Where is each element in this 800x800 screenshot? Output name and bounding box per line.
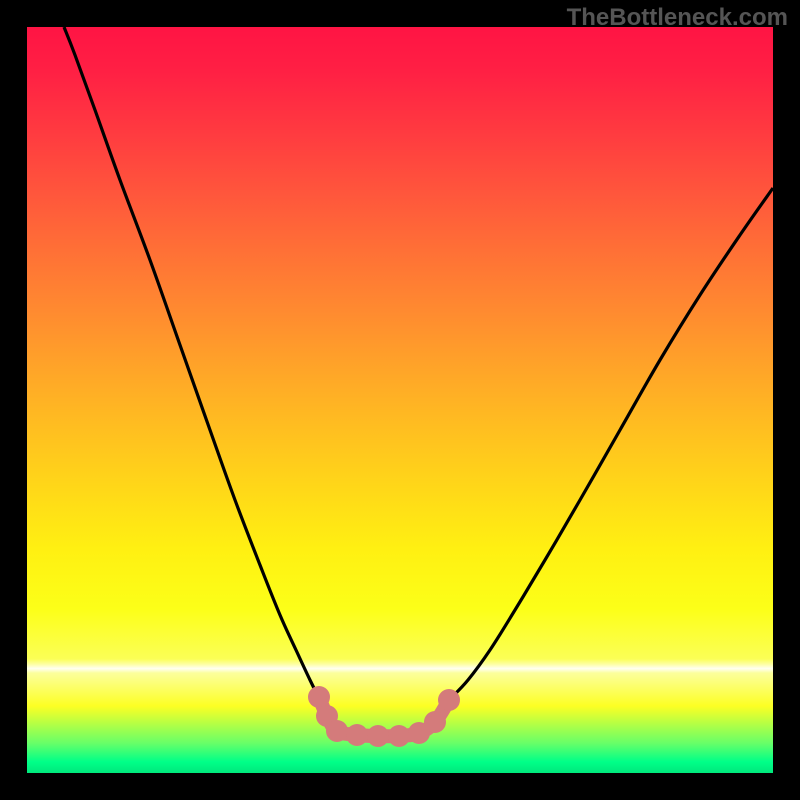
plot-background [27,27,773,773]
bottleneck-chart [0,0,800,800]
valley-marker [326,720,348,742]
valley-marker [308,686,330,708]
valley-marker [346,724,368,746]
valley-marker [367,725,389,747]
watermark-text: TheBottleneck.com [567,4,788,32]
valley-marker [388,725,410,747]
outer-frame: TheBottleneck.com [0,0,800,800]
valley-marker [424,711,446,733]
valley-marker [438,689,460,711]
